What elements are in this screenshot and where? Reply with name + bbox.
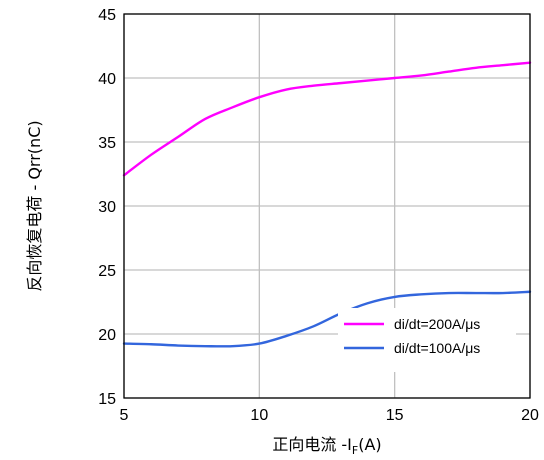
y-tick-labels: 15 20 25 30 35 40 45 (98, 7, 116, 408)
x-tick-label: 20 (521, 407, 539, 424)
x-tick-label: 5 (120, 407, 129, 424)
x-axis-label-unit: (A) (358, 435, 381, 454)
series-line-didt-200 (122, 61, 532, 177)
x-axis-label-main: 正向电流 -I (272, 435, 352, 454)
x-tick-labels: 5 10 15 20 (120, 407, 539, 424)
legend-label: di/dt=200A/μs (394, 316, 480, 332)
y-tick-label: 45 (98, 7, 116, 24)
legend: di/dt=200A/μs di/dt=100A/μs (338, 308, 516, 372)
series-layer (122, 61, 532, 348)
y-tick-label: 35 (98, 135, 116, 152)
y-axis-label: 反向恢复电荷 - Qrr(nC) (25, 120, 44, 291)
y-tick-label: 15 (98, 391, 116, 408)
y-tick-label: 20 (98, 327, 116, 344)
legend-label: di/dt=100A/μs (394, 340, 480, 356)
x-tick-label: 10 (250, 407, 268, 424)
x-tick-label: 15 (386, 407, 404, 424)
x-axis-label: 正向电流 -IF(A) (272, 435, 381, 457)
plot-frame (123, 13, 531, 399)
x-axis-label-subscript: F (352, 444, 358, 457)
y-tick-label: 40 (98, 71, 116, 88)
y-tick-label: 30 (98, 199, 116, 216)
y-tick-label: 25 (98, 263, 116, 280)
series-line-didt-100 (122, 290, 532, 348)
legend-box (338, 308, 516, 372)
